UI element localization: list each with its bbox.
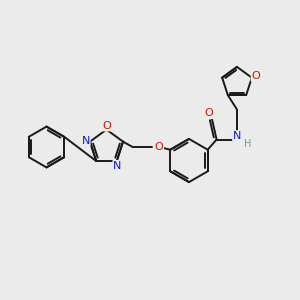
Text: O: O [102,121,111,131]
Text: N: N [233,131,241,141]
Text: O: O [204,108,213,118]
Text: O: O [251,71,260,81]
Text: N: N [113,160,122,171]
Text: N: N [82,136,90,146]
Text: O: O [154,142,164,152]
Text: H: H [244,139,251,149]
